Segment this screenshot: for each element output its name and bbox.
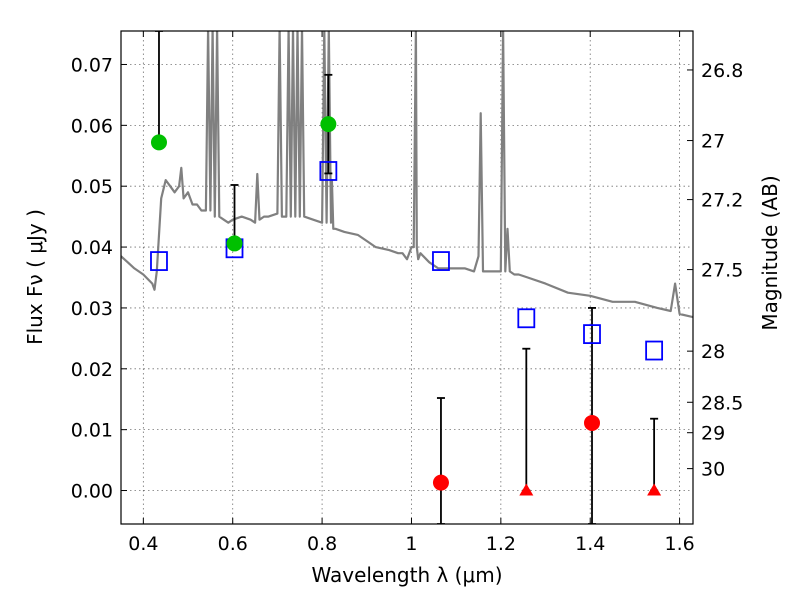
model-magnitude-markers bbox=[150, 161, 664, 361]
y-tick-label: 0.01 bbox=[71, 420, 113, 442]
magnitude-tick-label: 29 bbox=[701, 423, 725, 445]
model-magnitude-square bbox=[583, 324, 601, 345]
x-axis-label: Wavelength λ (μm) bbox=[311, 563, 502, 587]
photometry-markers bbox=[150, 116, 662, 496]
magnitude-tick-label: 30 bbox=[701, 459, 725, 481]
upper-limit-triangle bbox=[647, 483, 662, 496]
y-tick-label: 0.07 bbox=[71, 54, 113, 76]
detection-point bbox=[226, 235, 243, 252]
y-tick-label: 0.02 bbox=[71, 359, 113, 381]
y-tick-label: 0.05 bbox=[71, 176, 113, 198]
x-tick-label: 0.4 bbox=[128, 533, 158, 555]
x-tick-label: 1.4 bbox=[575, 533, 605, 555]
magnitude-tick-label: 27.5 bbox=[701, 260, 743, 282]
upper-limit-triangle bbox=[519, 483, 534, 496]
y-tick-label: 0.00 bbox=[71, 481, 113, 503]
y-tick-label: 0.04 bbox=[71, 237, 113, 259]
magnitude-tick-label: 27 bbox=[701, 131, 725, 153]
magnitude-tick-label: 28.5 bbox=[701, 392, 743, 414]
y-axis-ticks: 0.00 0.01 0.02 0.03 0.04 0.05 0.06 0.07 bbox=[71, 54, 127, 503]
plot-frame bbox=[120, 30, 694, 525]
non-detection-point bbox=[432, 474, 449, 491]
x-axis-ticks: 0.4 0.6 0.8 1 1.2 1.4 1.6 bbox=[128, 31, 695, 555]
magnitude-axis-ticks: 26.8 27 27.2 27.5 28 28.5 29 30 bbox=[687, 60, 743, 481]
model-magnitude-square bbox=[319, 161, 338, 181]
x-tick-label: 0.8 bbox=[307, 533, 337, 555]
y-axis-label: Flux Fν ( μJy ) bbox=[23, 209, 47, 345]
non-detection-point bbox=[584, 414, 601, 431]
y-tick-label: 0.03 bbox=[71, 298, 113, 320]
spectrum-line bbox=[121, 31, 693, 319]
magnitude-tick-label: 26.8 bbox=[701, 60, 743, 82]
magnitude-axis-label: Magnitude (AB) bbox=[758, 175, 782, 330]
detection-point bbox=[150, 134, 167, 151]
detection-point bbox=[320, 116, 337, 133]
model-magnitude-square bbox=[150, 251, 168, 271]
x-tick-label: 1 bbox=[405, 533, 417, 555]
x-tick-label: 1.2 bbox=[486, 533, 516, 555]
magnitude-tick-label: 27.2 bbox=[701, 190, 743, 212]
grid bbox=[121, 31, 693, 524]
y-tick-label: 0.06 bbox=[71, 115, 113, 137]
x-tick-label: 1.6 bbox=[664, 533, 694, 555]
error-bars bbox=[154, 31, 659, 524]
model-magnitude-square bbox=[517, 308, 536, 329]
model-magnitude-square bbox=[645, 340, 664, 361]
model-spectrum bbox=[121, 31, 693, 319]
x-tick-label: 0.6 bbox=[218, 533, 248, 555]
magnitude-tick-label: 28 bbox=[701, 341, 725, 363]
model-magnitude-square bbox=[432, 251, 450, 271]
